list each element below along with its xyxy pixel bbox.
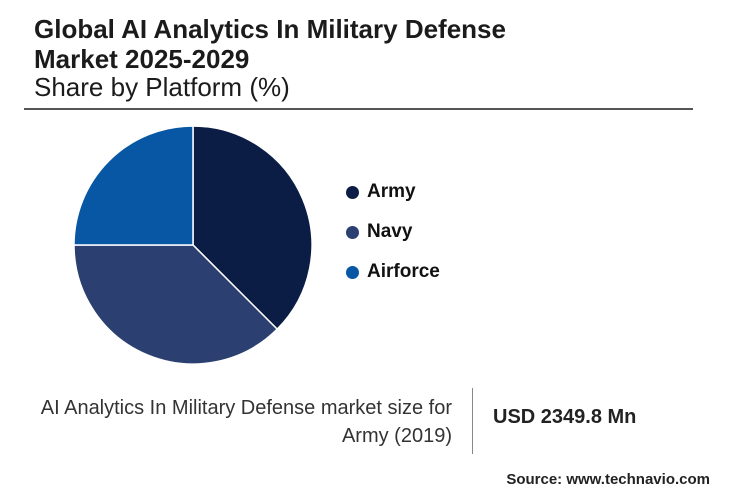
pie-slice-navy [73, 244, 279, 365]
legend-swatch-navy [346, 225, 359, 239]
legend-item-army: Army [346, 172, 440, 212]
footer-divider [472, 388, 473, 454]
legend-item-navy: Navy [346, 212, 440, 252]
chart-legend: Army Navy Airforce [346, 172, 440, 292]
source-credit: Source: www.technavio.com [506, 471, 710, 488]
market-size-label-line-1: AI Analytics In Military Defense market … [40, 397, 452, 419]
legend-label-army: Army [367, 181, 416, 202]
market-size-value: USD 2349.8 Mn [493, 406, 637, 428]
legend-item-airforce: Airforce [346, 252, 440, 292]
pie-slice-airforce [73, 125, 194, 246]
market-size-label: AI Analytics In Military Defense market … [0, 394, 452, 450]
legend-label-airforce: Airforce [367, 261, 440, 282]
header-divider [24, 108, 693, 110]
chart-subtitle: Share by Platform (%) [34, 72, 290, 102]
legend-label-navy: Navy [367, 221, 413, 242]
chart-title-line-1: Global AI Analytics In Military Defense [34, 14, 506, 44]
pie-slice-army [192, 125, 313, 331]
legend-swatch-army [346, 185, 359, 199]
chart-title-line-2: Market 2025-2029 [34, 44, 250, 74]
chart-title: Global AI Analytics In Military Defense … [34, 14, 506, 74]
legend-swatch-airforce [346, 265, 359, 279]
market-size-label-line-2: Army (2019) [341, 425, 452, 447]
